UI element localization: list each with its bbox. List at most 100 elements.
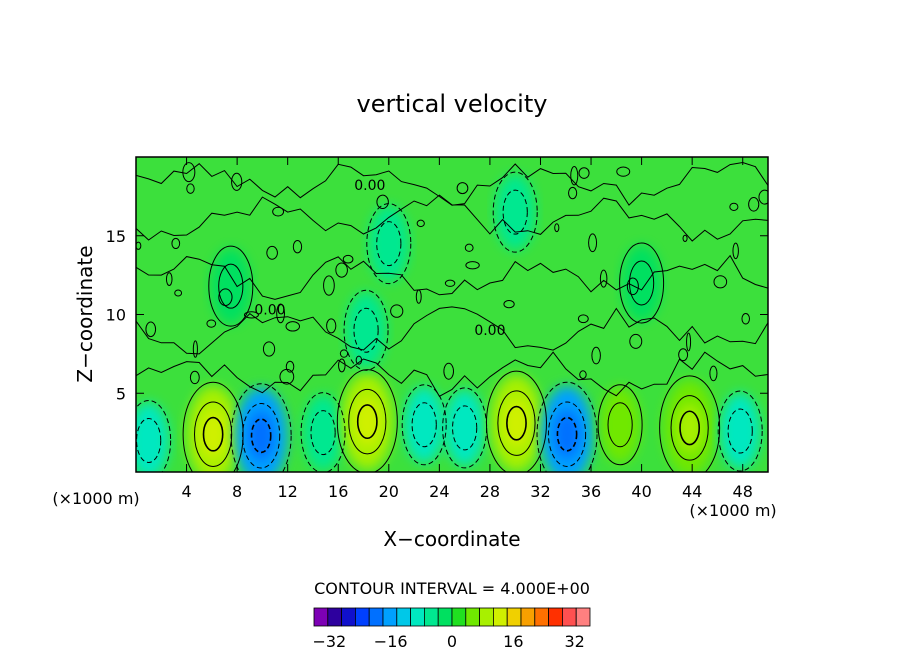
heatmap-cell (368, 205, 409, 282)
contour-line (326, 318, 337, 334)
contour-line (659, 375, 721, 472)
x-tick-label: 20 (379, 482, 399, 501)
contour-line (136, 254, 768, 300)
contour-line (502, 189, 528, 235)
contour-line (503, 299, 515, 309)
contour-line (492, 171, 538, 253)
contour-line (171, 237, 181, 250)
x-tick-label: 44 (682, 482, 702, 501)
contour-line (679, 410, 701, 446)
contour-line (218, 263, 244, 309)
contour-line (727, 408, 753, 454)
heatmap-cell (621, 245, 662, 321)
contour-lines (136, 161, 768, 472)
x-tick-label: 40 (631, 482, 651, 501)
contour-line (390, 304, 404, 318)
contour-line (262, 341, 276, 357)
colorbar-swatch (354, 607, 370, 627)
contour-line (411, 402, 437, 448)
contour-line (616, 166, 631, 177)
colorbar-swatch (451, 607, 467, 627)
heatmap-cell (600, 386, 641, 463)
contour-line (682, 234, 688, 242)
contour-line (342, 254, 354, 264)
contour-line (202, 416, 224, 452)
contour-line (336, 369, 398, 472)
x-unit-left: (×1000 m) (52, 489, 139, 508)
colorbar-swatch (506, 607, 522, 627)
heatmap-cell (210, 248, 251, 325)
contour-line (717, 390, 763, 472)
contour-line (607, 402, 633, 448)
contour-line (323, 275, 335, 296)
x-tick-label: 48 (733, 482, 753, 501)
contour-line (136, 241, 142, 250)
contour-line (300, 392, 346, 472)
colorbar-swatch (548, 607, 563, 627)
contour-line (186, 183, 195, 194)
colorbar-swatch (575, 607, 591, 627)
contour-line (678, 348, 689, 362)
y-tick-label: 5 (116, 384, 126, 403)
contour-line (456, 182, 469, 195)
contour-line (554, 223, 560, 233)
contour-line (597, 384, 643, 466)
contour-line (464, 243, 474, 252)
plot-area: 0.00 0.00 0.00 (135, 156, 769, 473)
heatmap-cell (346, 292, 387, 369)
colorbar-swatch (534, 607, 549, 627)
y-tick-label: 15 (106, 227, 126, 246)
colorbar-swatch (313, 607, 329, 627)
contour-line (243, 311, 259, 319)
colorbar-swatch (410, 607, 425, 627)
x-tick-label: 28 (480, 482, 500, 501)
contour-line (588, 233, 598, 253)
contour-line (348, 388, 387, 455)
contour-line (619, 242, 665, 324)
contour-line (415, 289, 422, 304)
contour-line (285, 360, 295, 373)
contour-line (748, 197, 760, 212)
colorbar-swatch (562, 607, 577, 627)
contour-line (356, 404, 378, 440)
contour-line (292, 239, 303, 254)
contour-line (452, 405, 478, 451)
contour-label: 0.00 (354, 178, 385, 194)
contour-line (285, 321, 301, 332)
chart-title: vertical velocity (357, 90, 548, 118)
contour-line (355, 355, 363, 365)
contour-line (353, 307, 379, 353)
contour-line (366, 203, 412, 285)
contour-line (401, 384, 447, 466)
contour-line (242, 403, 281, 469)
contour-line (338, 358, 346, 373)
x-tick-label: 12 (278, 482, 298, 501)
contour-line (416, 219, 425, 228)
contour-line (599, 269, 608, 288)
x-tick-label: 36 (581, 482, 601, 501)
contour-line (189, 370, 200, 385)
y-tick-label: 10 (106, 306, 126, 325)
contour-line (570, 165, 579, 186)
contour-line (174, 289, 183, 297)
contour-line (629, 333, 643, 349)
contour-line (536, 381, 598, 472)
contour-line (182, 381, 244, 472)
contour-line (741, 313, 750, 325)
colorbar-tick-label: −16 (374, 632, 408, 651)
contour-line (279, 368, 295, 385)
contour-line (591, 346, 601, 365)
x-tick-label: 8 (232, 482, 242, 501)
contour-line (182, 162, 196, 183)
heatmap-cell (404, 386, 445, 463)
contour-line (376, 194, 389, 210)
contour-line (250, 418, 272, 454)
contour-line (343, 289, 389, 371)
colorbar-tick-label: 32 (564, 632, 584, 651)
contour-line (208, 245, 254, 327)
colorbar (313, 607, 591, 627)
colorbar-swatch (341, 607, 356, 627)
colorbar-tick-label: 0 (447, 632, 457, 651)
